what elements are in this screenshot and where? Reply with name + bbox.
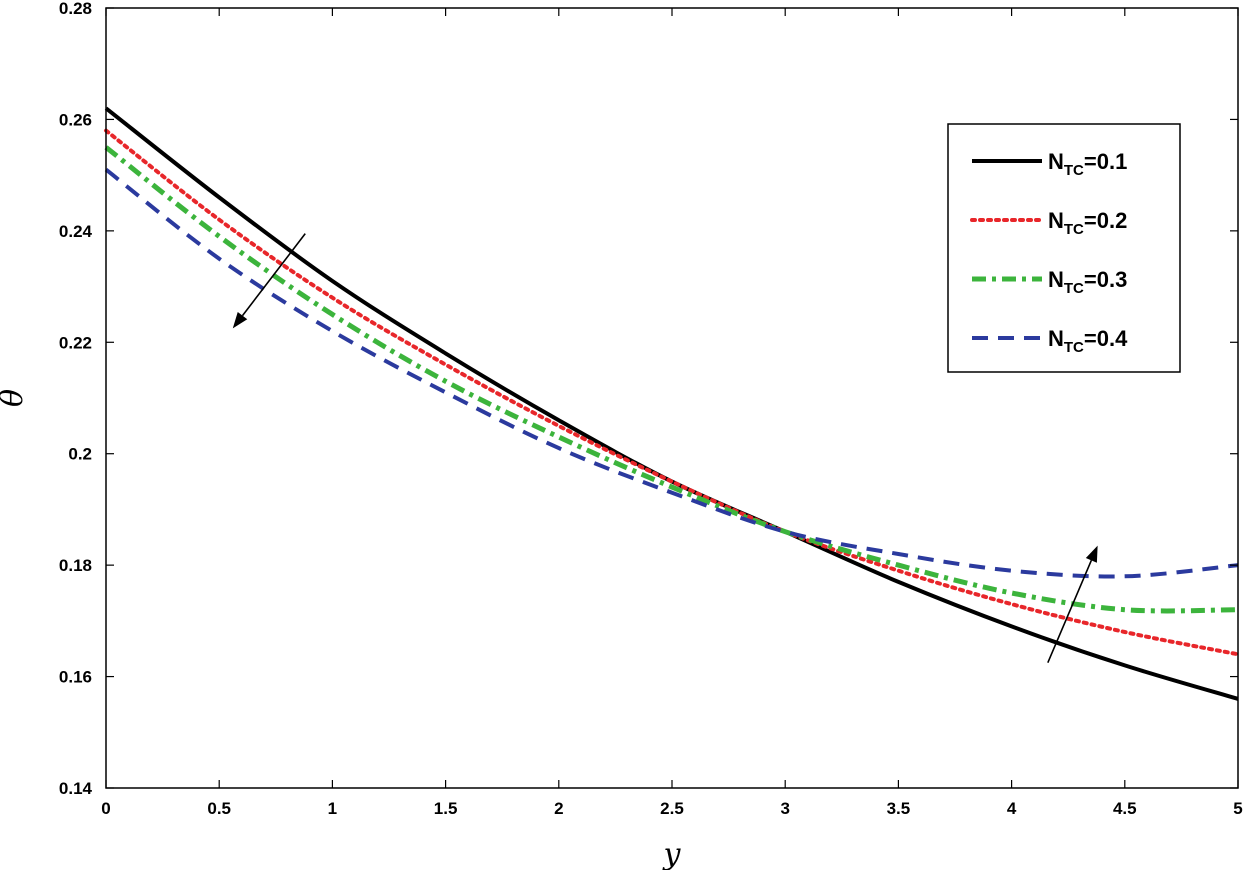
legend-label: NTC=0.3 — [1048, 267, 1127, 297]
x-axis-label: y — [662, 837, 682, 870]
annotation-arrow-1 — [232, 233, 306, 329]
legend-label-value: =0.3 — [1084, 267, 1127, 292]
y-tick-label: 0.24 — [59, 222, 93, 241]
legend-item-1: NTC=0.1 — [972, 149, 1127, 179]
legend-label: NTC=0.2 — [1048, 208, 1127, 238]
x-tick-label: 3.5 — [887, 799, 911, 818]
legend-label-sub: TC — [1064, 162, 1084, 179]
y-tick-label: 0.26 — [59, 110, 92, 129]
legend-item-2: NTC=0.2 — [970, 208, 1127, 238]
legend-label-main: N — [1048, 149, 1064, 174]
legend-item-3: NTC=0.3 — [972, 267, 1127, 297]
legend-label-main: N — [1048, 208, 1064, 233]
x-tick-label: 4.5 — [1113, 799, 1137, 818]
series-layer — [104, 106, 1240, 701]
legend-label-sub: TC — [1064, 280, 1084, 297]
x-axis-ticks: 0 0.5 1 1.5 2 2.5 3 3.5 4 4.5 5 — [101, 8, 1243, 818]
series-line-3 — [104, 145, 1239, 614]
series-line-2 — [104, 128, 1240, 657]
legend-label: NTC=0.1 — [1048, 149, 1127, 179]
legend-label-value: =0.4 — [1084, 326, 1128, 351]
x-tick-label: 1.5 — [434, 799, 458, 818]
x-tick-label: 5 — [1233, 799, 1242, 818]
y-tick-label: 0.16 — [59, 668, 92, 687]
legend-label-main: N — [1048, 267, 1064, 292]
legend-label-sub: TC — [1064, 339, 1084, 356]
legend-item-4: NTC=0.4 — [972, 326, 1128, 356]
annotation-arrow-2 — [1047, 545, 1098, 663]
y-tick-label: 0.14 — [59, 779, 93, 798]
legend-label: NTC=0.4 — [1048, 326, 1128, 356]
x-tick-label: 3 — [780, 799, 789, 818]
legend-label-value: =0.1 — [1084, 149, 1127, 174]
x-tick-label: 2.5 — [660, 799, 684, 818]
x-tick-label: 1 — [328, 799, 337, 818]
legend-label-main: N — [1048, 326, 1064, 351]
legend-label-sub: TC — [1064, 221, 1084, 238]
y-tick-label: 0.22 — [59, 333, 92, 352]
legend-box — [947, 123, 1181, 373]
y-tick-label: 0.28 — [59, 0, 92, 18]
series-line-4 — [104, 168, 1239, 579]
legend-label-value: =0.2 — [1084, 208, 1127, 233]
x-tick-label: 2 — [554, 799, 563, 818]
y-tick-label: 0.2 — [68, 445, 92, 464]
y-tick-label: 0.18 — [59, 556, 92, 575]
x-tick-label: 0 — [101, 799, 110, 818]
y-axis-ticks: 0.14 0.16 0.18 0.2 0.22 0.24 0.26 0.28 — [59, 0, 1238, 798]
x-tick-label: 4 — [1007, 799, 1017, 818]
annotation-layer — [232, 233, 1098, 663]
x-tick-label: 0.5 — [207, 799, 231, 818]
y-axis-label: θ — [0, 389, 30, 407]
